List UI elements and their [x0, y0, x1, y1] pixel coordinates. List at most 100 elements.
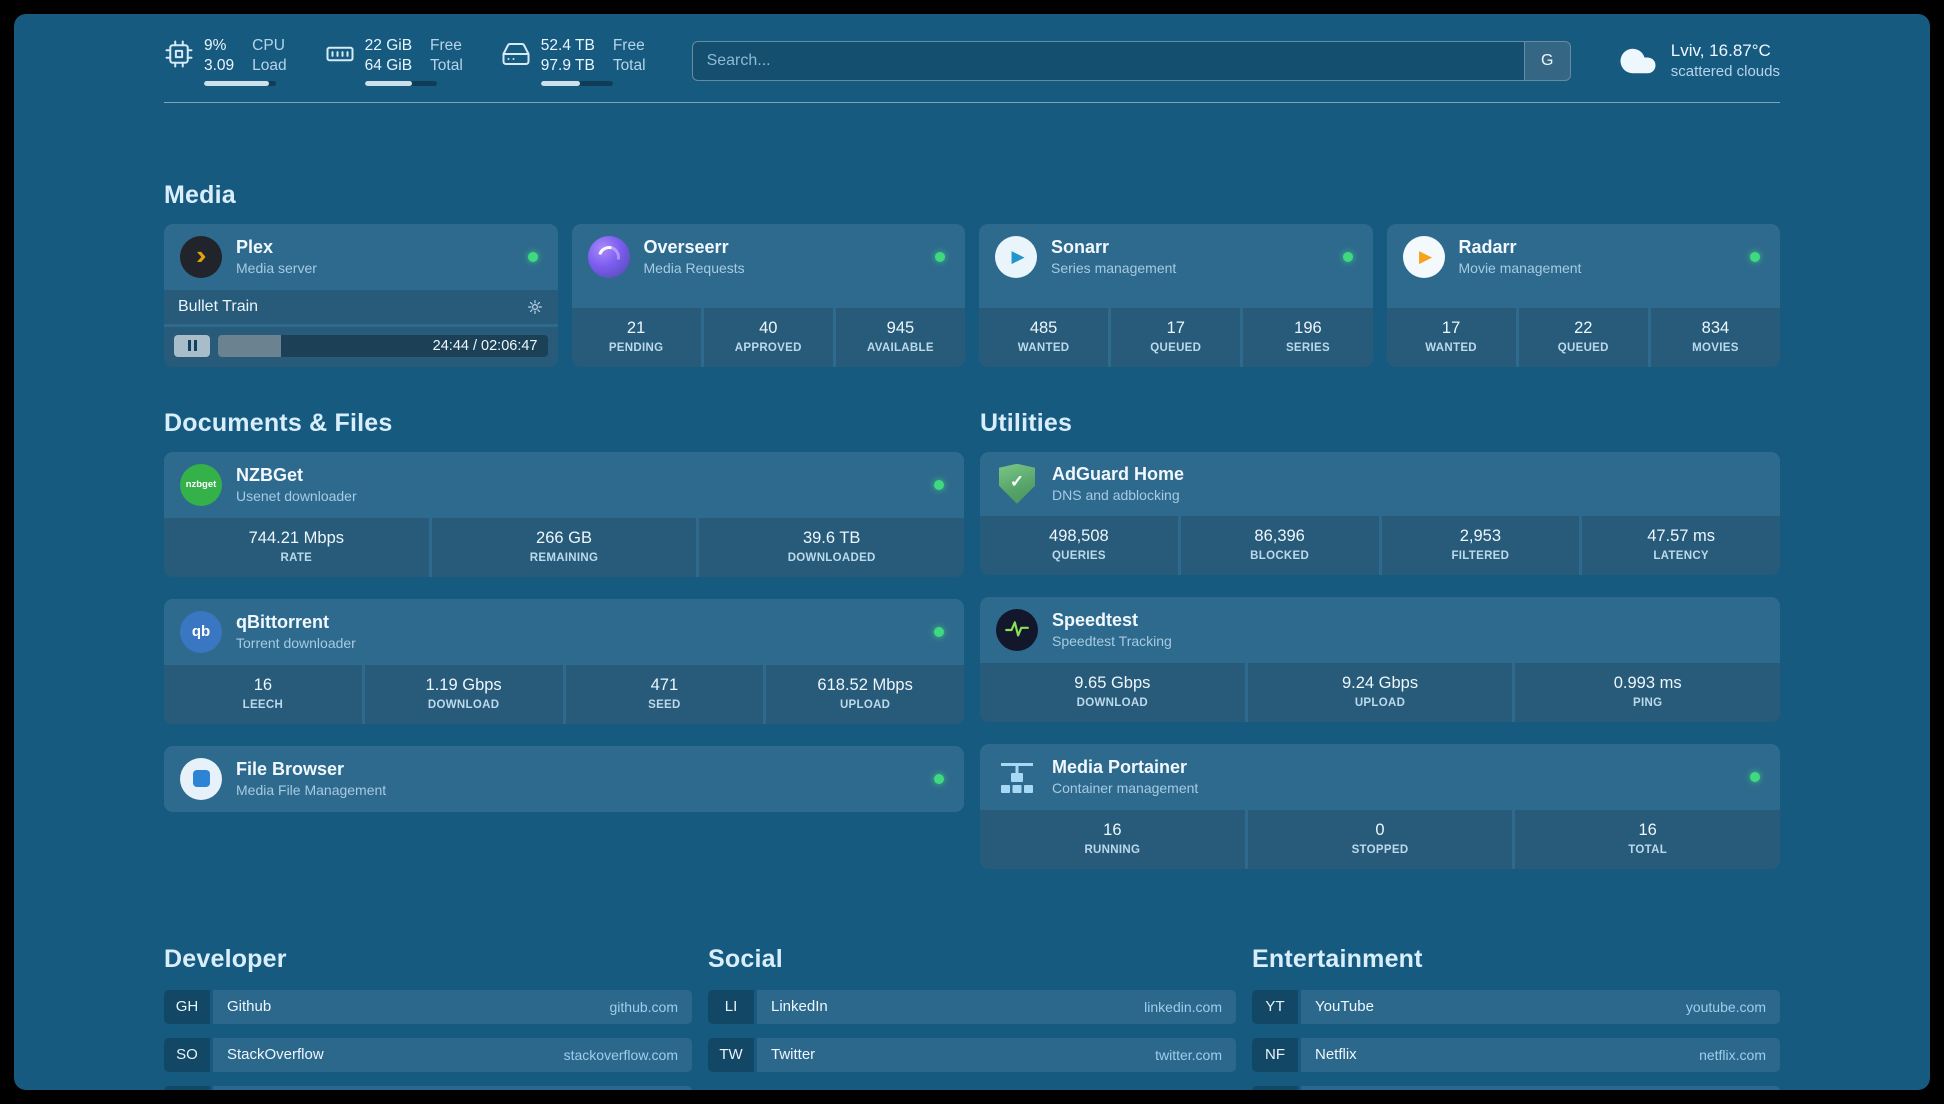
stat-label: APPROVED — [734, 341, 802, 354]
service-link-adguard[interactable]: ✓ AdGuard Home DNS and adblocking — [980, 452, 1780, 516]
memory-label-1: Free — [430, 37, 462, 54]
bookmark-abbr: SO — [164, 1037, 210, 1072]
service-name: Speedtest — [1052, 610, 1139, 631]
memory-widget: 22 GiB Free 64 GiB Total — [325, 36, 463, 86]
stat-label: QUEUED — [1557, 341, 1609, 354]
bookmark-youtube[interactable]: YT YouTube youtube.com — [1252, 989, 1780, 1024]
portainer-icon — [996, 756, 1038, 798]
service-name: File Browser — [236, 759, 345, 780]
now-playing-title: Bullet Train — [178, 297, 259, 315]
bookmark-url: stackoverflow.com — [563, 1046, 678, 1063]
status-indicator — [935, 251, 945, 262]
service-stats: 21 PENDING 40 APPROVED 945 AVAILABLE — [571, 307, 965, 367]
stat-value: 16 — [1638, 820, 1657, 839]
stat-block: 17 WANTED — [1386, 307, 1516, 367]
disk-label-2: Total — [612, 57, 646, 75]
stat-block: 22 QUEUED — [1518, 307, 1648, 367]
playback-progress-bar[interactable]: 24:44 / 02:06:47 — [218, 334, 548, 357]
service-name: Sonarr — [1051, 237, 1110, 258]
stat-value: 47.57 ms — [1647, 526, 1716, 545]
section-media: Media › Plex Media server Bullet Train — [164, 181, 1780, 367]
service-card-portainer: Media Portainer Container management 16 … — [980, 743, 1780, 869]
service-desc: Media Requests — [643, 260, 745, 277]
memory-progress-bar — [364, 80, 437, 86]
cloud-icon — [1620, 48, 1656, 74]
search-engine-button[interactable]: G — [1523, 41, 1570, 80]
service-name: qBittorrent — [236, 612, 329, 633]
memory-total-value: 64 GiB — [364, 57, 413, 75]
service-link-overseerr[interactable]: Overseerr Media Requests — [572, 224, 966, 290]
section-title-entertainment: Entertainment — [1252, 944, 1423, 973]
stat-label: WANTED — [1017, 341, 1070, 354]
stat-value: 618.52 Mbps — [817, 675, 913, 694]
service-name: Overseerr — [643, 237, 729, 258]
stat-label: WANTED — [1425, 341, 1477, 354]
bookmark-url: twitter.com — [1155, 1046, 1222, 1063]
stat-value: 2,953 — [1459, 526, 1502, 545]
settings-gear-icon[interactable] — [526, 298, 544, 316]
service-link-radarr[interactable]: ▶ Radarr Movie management — [1387, 224, 1781, 290]
service-link-portainer[interactable]: Media Portainer Container management — [980, 744, 1780, 810]
bookmark-abbr: TW — [708, 1037, 754, 1072]
bookmark-group-developer: Developer GH Github github.com SO StackO… — [164, 945, 692, 1090]
pause-button[interactable] — [174, 334, 210, 357]
stat-value: 945 — [886, 318, 915, 337]
bookmarks: Developer GH Github github.com SO StackO… — [164, 945, 1780, 1090]
stat-label: FILTERED — [1451, 549, 1510, 562]
stat-block: 0.993 ms PING — [1515, 662, 1780, 722]
search-bar[interactable]: G — [691, 40, 1571, 81]
weather-location: Lviv, 16.87°C — [1670, 41, 1771, 61]
service-link-filebrowser[interactable]: File Browser Media File Management — [164, 746, 964, 812]
bookmark-abbr: GH — [164, 989, 210, 1024]
bookmark-github[interactable]: GH Github github.com — [164, 989, 692, 1024]
service-link-sonarr[interactable]: ▶ Sonarr Series management — [979, 224, 1373, 290]
overseerr-icon — [587, 235, 630, 278]
bookmark-abbr: RE — [1252, 1085, 1298, 1090]
stat-block: 21 PENDING — [571, 307, 701, 367]
weather-widget[interactable]: Lviv, 16.87°C scattered clouds — [1617, 40, 1780, 82]
resource-widgets: 9% CPU 3.09 Load 22 Gi — [164, 36, 646, 86]
cpu-progress-fill — [204, 80, 269, 86]
bookmark-dev[interactable]: DT DEV dev.to — [164, 1085, 692, 1090]
stat-label: RUNNING — [1084, 843, 1141, 856]
service-card-sonarr: ▶ Sonarr Series management 485 WANTED 17… — [979, 223, 1373, 367]
bookmark-stackoverflow[interactable]: SO StackOverflow stackoverflow.com — [164, 1037, 692, 1072]
stat-label: DOWNLOAD — [1076, 696, 1149, 709]
service-link-qbittorrent[interactable]: qb qBittorrent Torrent downloader — [164, 599, 964, 665]
bookmark-linkedin[interactable]: LI LinkedIn linkedin.com — [708, 989, 1236, 1024]
bookmark-twitter[interactable]: TW Twitter twitter.com — [708, 1037, 1236, 1072]
disk-label-1: Free — [612, 37, 645, 54]
stat-label: REMAINING — [529, 551, 599, 564]
disk-total-value: 97.9 TB — [540, 57, 595, 75]
stat-value: 22 — [1574, 318, 1593, 337]
service-stats: 17 WANTED 22 QUEUED 834 MOVIES — [1386, 307, 1780, 367]
stat-label: STOPPED — [1351, 843, 1409, 856]
bookmark-name: Netflix — [1315, 1046, 1357, 1064]
stat-value: 16 — [253, 675, 273, 694]
bookmark-netflix[interactable]: NF Netflix netflix.com — [1252, 1037, 1780, 1072]
stat-value: 16 — [1103, 820, 1122, 839]
search-input[interactable] — [692, 41, 1524, 80]
adguard-icon: ✓ — [996, 463, 1038, 504]
service-card-overseerr: Overseerr Media Requests 21 PENDING 40 A… — [571, 223, 966, 367]
stat-label: DOWNLOADED — [787, 551, 876, 564]
bookmark-reddit[interactable]: RE Reddit reddit.com — [1252, 1085, 1780, 1090]
weather-condition: scattered clouds — [1670, 63, 1780, 81]
stat-label: BLOCKED — [1250, 549, 1310, 562]
speedtest-icon — [996, 608, 1038, 651]
service-link-plex[interactable]: › Plex Media server — [164, 224, 558, 290]
stat-block: 9.24 Gbps UPLOAD — [1247, 662, 1513, 722]
service-link-nzbget[interactable]: nzbget NZBGet Usenet downloader — [164, 452, 964, 518]
bookmark-name: StackOverflow — [227, 1046, 324, 1064]
service-link-speedtest[interactable]: Speedtest Speedtest Tracking — [980, 597, 1780, 663]
stat-value: 9.24 Gbps — [1341, 673, 1419, 692]
service-card-speedtest: Speedtest Speedtest Tracking 9.65 Gbps D… — [980, 596, 1780, 722]
stat-value: 40 — [759, 318, 778, 337]
memory-free-value: 22 GiB — [364, 37, 413, 54]
stat-label: LEECH — [242, 698, 284, 711]
stat-label: RATE — [280, 551, 313, 564]
service-card-radarr: ▶ Radarr Movie management 17 WANTED 22 Q… — [1386, 223, 1781, 367]
stat-label: QUERIES — [1051, 549, 1106, 562]
stat-value: 86,396 — [1254, 526, 1305, 545]
disk-icon — [502, 43, 530, 65]
